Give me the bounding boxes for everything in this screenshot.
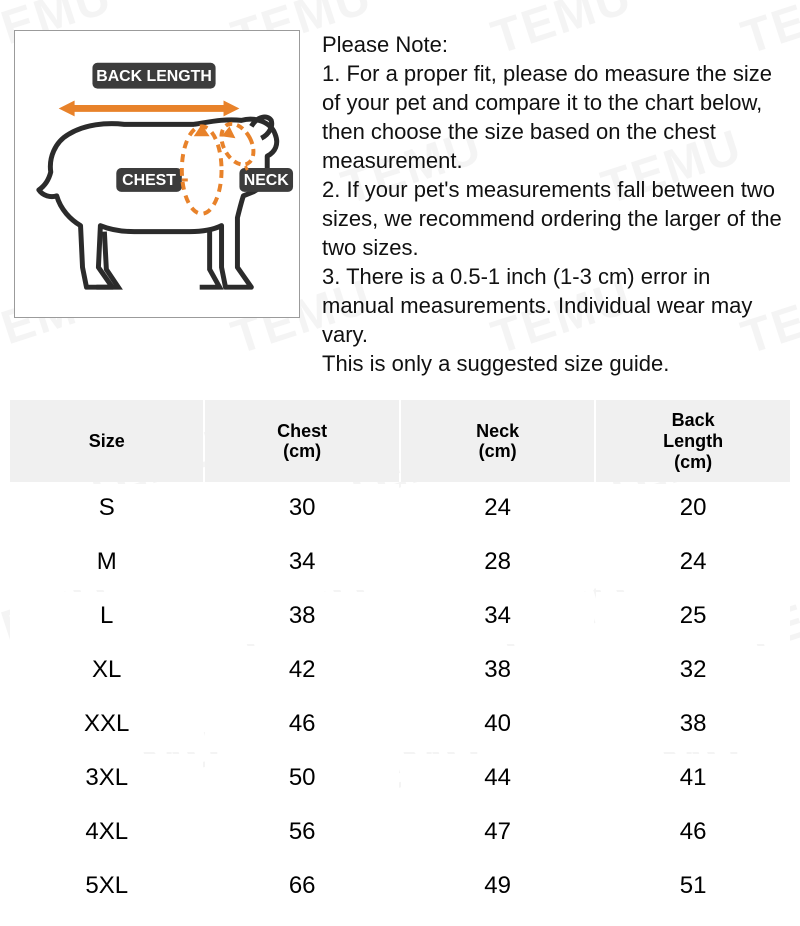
header-back-l3: (cm) [674,452,712,472]
note-item-3: 3. There is a 0.5-1 inch (1-3 cm) error … [322,262,786,349]
cell-size: XL [10,646,203,698]
cell-back: 25 [596,592,790,644]
content-wrapper: BACK LENGTH CHEST [0,0,800,926]
header-back-l1: Back [672,410,715,430]
chest-label: CHEST [122,172,176,189]
table-row: L 38 34 25 [10,592,790,644]
cell-chest: 30 [205,484,399,536]
cell-chest: 38 [205,592,399,644]
table-row: 4XL 56 47 46 [10,808,790,860]
cell-neck: 49 [401,862,594,914]
table-body: S 30 24 20 M 34 28 24 L 38 34 25 XL 42 3… [10,484,790,914]
cell-chest: 34 [205,538,399,590]
header-back-l2: Length [663,431,723,451]
dog-diagram-svg: BACK LENGTH CHEST [15,31,299,317]
back-length-label: BACK LENGTH [96,68,212,85]
table-row: XL 42 38 32 [10,646,790,698]
cell-back: 32 [596,646,790,698]
neck-connector [245,166,247,170]
chest-measure-ellipse [182,126,222,213]
cell-size: S [10,484,203,536]
measurement-diagram: BACK LENGTH CHEST [14,30,300,318]
cell-back: 46 [596,808,790,860]
header-chest-l1: Chest [277,421,327,441]
back-length-arrow-left [59,101,75,117]
cell-back: 38 [596,700,790,752]
cell-chest: 56 [205,808,399,860]
notes-block: Please Note: 1. For a proper fit, please… [322,30,786,378]
header-back: Back Length (cm) [596,400,790,482]
cell-neck: 40 [401,700,594,752]
cell-size: M [10,538,203,590]
dog-front-leg-inner [200,230,220,288]
note-item-2: 2. If your pet's measurements fall betwe… [322,175,786,262]
cell-size: XXL [10,700,203,752]
header-chest: Chest (cm) [205,400,399,482]
notes-footer: This is only a suggested size guide. [322,349,786,378]
cell-size: 4XL [10,808,203,860]
notes-title: Please Note: [322,30,786,59]
cell-neck: 24 [401,484,594,536]
cell-neck: 34 [401,592,594,644]
header-size-text: Size [89,431,125,451]
cell-size: 5XL [10,862,203,914]
cell-back: 41 [596,754,790,806]
cell-back: 51 [596,862,790,914]
table-row: M 34 28 24 [10,538,790,590]
cell-chest: 42 [205,646,399,698]
header-size: Size [10,400,203,482]
table-row: 3XL 50 44 41 [10,754,790,806]
size-chart-table: Size Chest (cm) Neck (cm) Back Length (c… [8,398,792,916]
cell-size: 3XL [10,754,203,806]
cell-neck: 44 [401,754,594,806]
note-item-1: 1. For a proper fit, please do measure t… [322,59,786,175]
cell-back: 20 [596,484,790,536]
cell-chest: 50 [205,754,399,806]
header-chest-l2: (cm) [283,441,321,461]
cell-back: 24 [596,538,790,590]
neck-label: NECK [244,172,290,189]
back-length-arrow-right [224,101,240,117]
cell-chest: 66 [205,862,399,914]
header-neck-l1: Neck [476,421,519,441]
table-row: XXL 46 40 38 [10,700,790,752]
cell-neck: 28 [401,538,594,590]
cell-size: L [10,592,203,644]
table-row: 5XL 66 49 51 [10,862,790,914]
header-neck-l2: (cm) [479,441,517,461]
header-neck: Neck (cm) [401,400,594,482]
cell-neck: 47 [401,808,594,860]
cell-neck: 38 [401,646,594,698]
table-row: S 30 24 20 [10,484,790,536]
table-header-row: Size Chest (cm) Neck (cm) Back Length (c… [10,400,790,482]
dog-outline [39,119,277,287]
top-section: BACK LENGTH CHEST [8,30,792,378]
cell-chest: 46 [205,700,399,752]
